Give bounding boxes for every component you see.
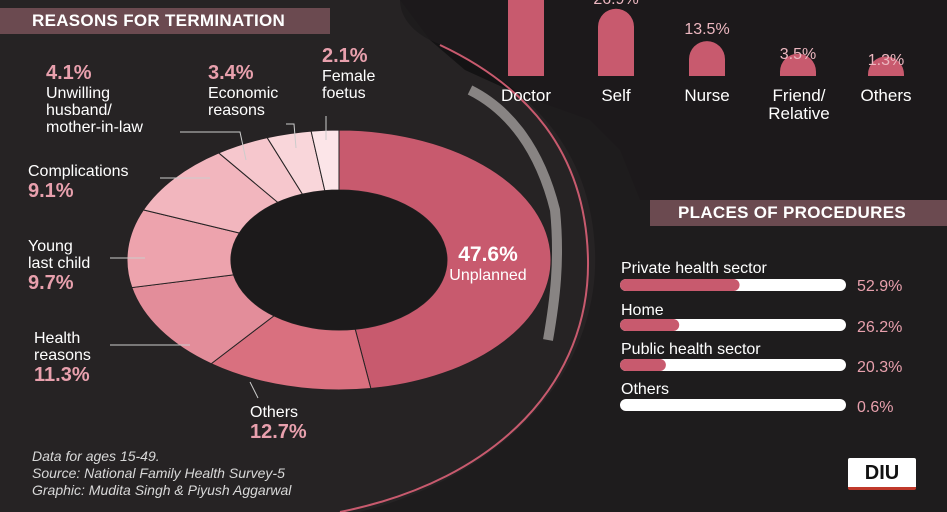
- label-complications: Complications 9.1%: [28, 163, 128, 203]
- place-fill-private-health-sector: [620, 279, 740, 291]
- young-text-2: last child: [28, 255, 91, 272]
- donut-hole: [231, 190, 447, 330]
- bar-value-friend: 3.5%: [779, 46, 817, 63]
- bar-label-nurse: Nurse: [684, 86, 730, 105]
- complications-text: Complications: [28, 163, 129, 180]
- bar-friend-relative: [780, 53, 816, 76]
- bar-value-self: 26.9%: [576, 0, 656, 9]
- unwilling-text-1: Unwilling: [46, 85, 111, 102]
- place-label-public: Public health sector: [621, 341, 761, 358]
- unplanned-pct: 47.6%: [458, 243, 518, 266]
- young-text-1: Young: [28, 238, 73, 255]
- advisor-bar-chart: [508, 0, 904, 77]
- bar-label-doctor: Doctor: [500, 86, 552, 105]
- bar-label-others: Others: [860, 86, 912, 105]
- place-label-home: Home: [621, 302, 664, 319]
- others-pct: 12.7%: [250, 421, 307, 443]
- reasons-header: REASONS FOR TERMINATION: [0, 8, 330, 34]
- female-pct: 2.1%: [322, 45, 368, 67]
- places-bar-chart: [620, 279, 846, 411]
- bar-value-nurse: 13.5%: [684, 21, 730, 38]
- unplanned-text: Unplanned: [449, 267, 527, 284]
- economic-text-1: Economic: [208, 85, 279, 102]
- unwilling-pct: 4.1%: [46, 62, 92, 84]
- footer-age-note: Data for ages 15-49.: [32, 448, 160, 464]
- place-label-private: Private health sector: [621, 260, 767, 277]
- health-pct: 11.3%: [34, 364, 90, 386]
- place-value-others: 0.6%: [857, 399, 894, 416]
- place-fill-home: [620, 319, 680, 331]
- bar-label-friend-2: Relative: [768, 104, 830, 123]
- leader-line-others: [249, 381, 259, 399]
- unwilling-text-2: husband/: [46, 102, 112, 119]
- place-value-public: 20.3%: [857, 359, 903, 376]
- bar-value-others: 1.3%: [867, 52, 905, 69]
- health-text-1: Health: [34, 330, 81, 347]
- female-text-2: foetus: [322, 85, 366, 102]
- place-fill-public-health-sector: [620, 359, 666, 371]
- footer-credit: Graphic: Mudita Singh & Piyush Aggarwal: [32, 482, 292, 498]
- label-young: Young last child 9.7%: [28, 238, 90, 295]
- bar-nurse: [689, 41, 725, 76]
- label-unwilling: 4.1% Unwilling husband/ mother-in-law: [46, 62, 143, 136]
- bar-label-self: Self: [601, 86, 631, 105]
- leader-line-economic: [286, 123, 297, 149]
- leader-line-unwilling: [180, 131, 247, 161]
- footer-notes: Data for ages 15-49. Source: National Fa…: [32, 448, 291, 499]
- others-text: Others: [250, 404, 299, 421]
- bar-label-friend-1: Friend/: [772, 86, 826, 105]
- label-others: Others 12.7%: [250, 404, 307, 444]
- bar-label-friend: Friend/ Relative: [755, 87, 843, 123]
- place-track-2: [620, 359, 846, 371]
- economic-pct: 3.4%: [208, 62, 254, 84]
- place-value-private: 52.9%: [857, 278, 903, 295]
- label-unplanned: 47.6% Unplanned: [440, 243, 536, 285]
- place-label-others: Others: [621, 381, 670, 398]
- termination-donut-chart: [126, 129, 552, 391]
- complications-pct: 9.1%: [28, 180, 74, 202]
- unwilling-text-3: mother-in-law: [46, 119, 143, 136]
- places-header: PLACES OF PROCEDURES: [650, 200, 947, 226]
- health-text-2: reasons: [34, 347, 91, 364]
- label-female: 2.1% Female foetus: [322, 45, 375, 102]
- bar-self: [598, 8, 634, 77]
- label-health: Health reasons 11.3%: [34, 330, 91, 387]
- place-value-home: 26.2%: [857, 319, 903, 336]
- footer-source: Source: National Family Health Survey-5: [32, 465, 285, 481]
- diu-logo: DIU: [848, 458, 916, 490]
- economic-text-2: reasons: [208, 102, 265, 119]
- bar-others: [868, 56, 904, 76]
- place-track-3: [620, 399, 846, 411]
- female-text-1: Female: [322, 68, 376, 85]
- bar-doctor: [508, 0, 544, 76]
- label-economic: 3.4% Economic reasons: [208, 62, 278, 119]
- young-pct: 9.7%: [28, 272, 74, 294]
